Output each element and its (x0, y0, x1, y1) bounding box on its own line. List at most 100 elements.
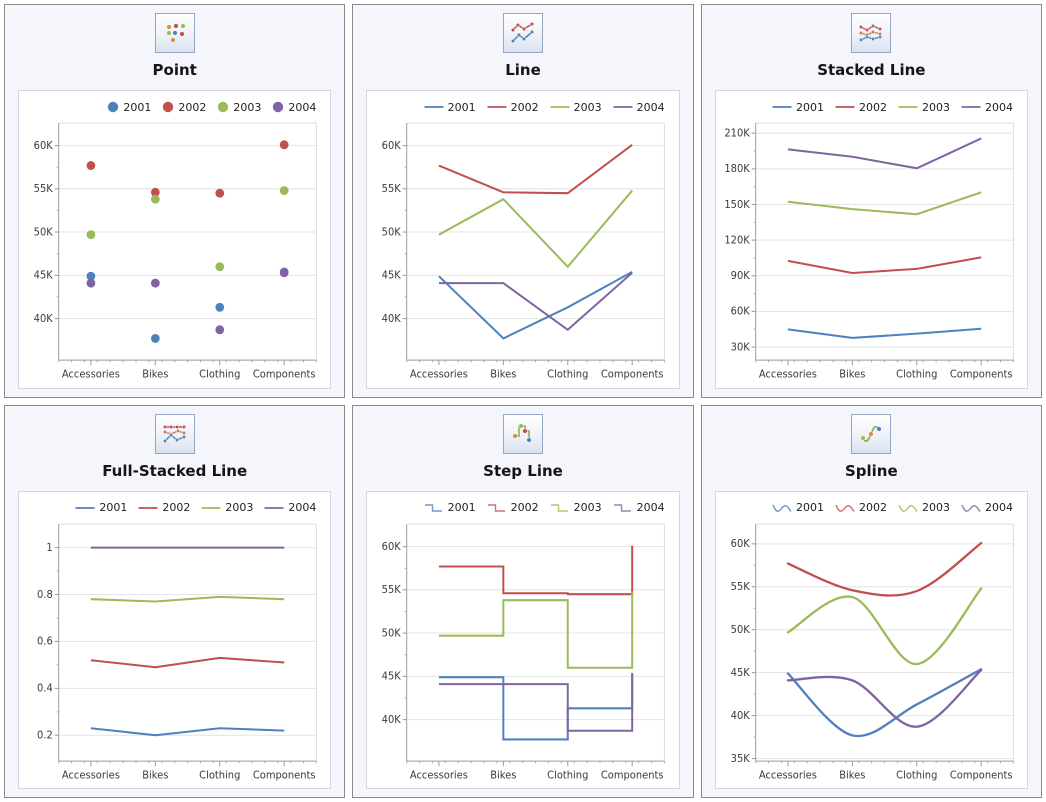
svg-text:Bikes: Bikes (839, 369, 865, 380)
legend-item[interactable]: 2004 (613, 501, 665, 514)
svg-text:60K: 60K (34, 141, 54, 152)
svg-text:Clothing: Clothing (896, 770, 937, 781)
svg-text:Components: Components (601, 770, 664, 781)
svg-text:120K: 120K (724, 235, 750, 246)
line-chart-icon[interactable] (502, 13, 543, 53)
legend-item[interactable]: 2004 (961, 501, 1013, 514)
legend-item[interactable]: 2003 (217, 101, 261, 114)
svg-text:Clothing: Clothing (547, 369, 588, 380)
legend-label: 2003 (922, 501, 950, 514)
chart-legend: 2001 2002 2003 2004 (722, 499, 1021, 517)
svg-text:Clothing: Clothing (199, 369, 240, 380)
legend-line-marker-icon (138, 506, 158, 509)
chart-plot: 0.2 0.4 0.6 0.8 1 Accessories Bikes Clothing Com… (37, 523, 317, 781)
point-chart-icon[interactable] (154, 13, 195, 53)
legend-label: 2001 (123, 100, 152, 114)
svg-text:Clothing: Clothing (896, 369, 937, 380)
svg-text:35K: 35K (730, 753, 750, 764)
legend-line-marker-icon (613, 106, 633, 108)
svg-text:60K: 60K (382, 541, 402, 552)
legend-item[interactable]: 2001 (424, 501, 476, 514)
legend-item[interactable]: 2001 (772, 501, 824, 514)
chart-card: 2001 2002 2003 2004 35K 40K 45K 50K 55K 60K Acces… (714, 490, 1028, 789)
legend-circle-marker-icon (108, 101, 119, 113)
legend-label: 2003 (225, 501, 254, 514)
chart-plot: 30K 60K 90K 120K 150K 180K 210K Accessories Bike… (724, 122, 1014, 380)
legend-label: 2002 (859, 100, 887, 114)
legend-item[interactable]: 2001 (75, 501, 127, 514)
chart-panel[interactable]: Point 2001 2002 2003 2004 40K 45K 50K 55K 60K Ac… (4, 4, 346, 398)
legend-item[interactable]: 2001 (107, 101, 151, 114)
legend-spline-marker-icon (772, 504, 792, 512)
chart-panel[interactable]: Stacked Line 2001 2002 2003 2004 30K 60K 90K 1… (700, 4, 1042, 398)
legend-item[interactable]: 2003 (898, 101, 950, 114)
legend-item[interactable]: 2004 (272, 101, 316, 114)
legend-item[interactable]: 2002 (138, 501, 190, 514)
legend-item[interactable]: 2004 (961, 101, 1013, 114)
chart-panel[interactable]: Line 2001 2002 2003 2004 40K 45K 50K 55K 60K Acc… (352, 4, 694, 398)
svg-text:90K: 90K (730, 271, 750, 282)
legend-label: 2003 (233, 100, 262, 114)
legend-item[interactable]: 2002 (487, 501, 539, 514)
legend-line-marker-icon (772, 106, 792, 108)
chart-card: 2001 2002 2003 2004 40K 45K 50K 55K 60K Accessor… (366, 490, 680, 789)
legend-item[interactable]: 2003 (201, 501, 253, 514)
legend-item[interactable]: 2003 (898, 501, 950, 514)
svg-text:150K: 150K (724, 200, 750, 211)
legend-label: 2004 (288, 501, 317, 514)
svg-text:Accessories: Accessories (759, 369, 817, 380)
chart-card: 2001 2002 2003 2004 40K 45K 50K 55K 60K Accessor… (18, 90, 332, 389)
legend-line-marker-icon (550, 106, 570, 108)
stacked-line-chart-icon[interactable] (851, 13, 892, 53)
svg-text:50K: 50K (382, 227, 402, 238)
svg-text:55K: 55K (730, 582, 750, 593)
legend-item[interactable]: 2002 (487, 101, 539, 114)
svg-text:Components: Components (253, 369, 316, 380)
chart-plot: 40K 45K 50K 55K 60K Accessories Bikes Clothing C… (382, 122, 666, 380)
chart-legend: 2001 2002 2003 2004 (722, 98, 1021, 116)
svg-text:40K: 40K (34, 314, 54, 325)
legend-line-marker-icon (961, 106, 981, 108)
legend-label: 2001 (796, 501, 824, 514)
chart-plot: 35K 40K 45K 50K 55K 60K Accessories Bikes Clothi… (730, 523, 1014, 781)
svg-text:Bikes: Bikes (839, 770, 865, 781)
svg-text:45K: 45K (730, 667, 750, 678)
chart-plot: 40K 45K 50K 55K 60K Accessories Bikes Clothing C… (34, 122, 317, 380)
legend-item[interactable]: 2002 (835, 101, 887, 114)
svg-text:40K: 40K (382, 714, 402, 725)
svg-text:0.8: 0.8 (37, 589, 53, 600)
legend-item[interactable]: 2003 (550, 101, 602, 114)
svg-text:Accessories: Accessories (62, 770, 120, 781)
svg-text:Bikes: Bikes (491, 770, 517, 781)
svg-text:0.4: 0.4 (37, 683, 53, 694)
svg-text:50K: 50K (730, 624, 750, 635)
step-line-chart-icon[interactable] (502, 413, 543, 454)
svg-text:45K: 45K (34, 271, 54, 282)
legend-item[interactable]: 2001 (424, 101, 476, 114)
svg-text:Clothing: Clothing (199, 770, 240, 781)
legend-item[interactable]: 2002 (162, 101, 206, 114)
legend-label: 2001 (447, 100, 476, 114)
chart-panel[interactable]: Spline 2001 2002 2003 2004 35K 40K 45K 50K 55K 6… (700, 404, 1042, 798)
legend-item[interactable]: 2001 (772, 101, 824, 114)
legend-line-marker-icon (75, 506, 95, 509)
svg-text:50K: 50K (34, 227, 54, 238)
full-stacked-line-chart-icon[interactable] (154, 413, 195, 454)
svg-text:180K: 180K (724, 164, 750, 175)
spline-chart-icon[interactable] (851, 413, 892, 454)
chart-title: Spline (844, 461, 898, 480)
chart-panel[interactable]: Full-Stacked Line 2001 2002 2003 2004 0.2 0.… (4, 404, 346, 798)
svg-text:Bikes: Bikes (142, 770, 168, 781)
legend-item[interactable]: 2002 (835, 501, 887, 514)
svg-text:Bikes: Bikes (491, 369, 517, 380)
legend-item[interactable]: 2003 (550, 501, 602, 514)
legend-label: 2004 (636, 100, 665, 114)
legend-item[interactable]: 2004 (264, 501, 316, 514)
chart-panel[interactable]: Step Line 2001 2002 2003 2004 40K 45K 50K 55K 6… (352, 404, 694, 798)
svg-text:60K: 60K (382, 141, 402, 152)
legend-item[interactable]: 2004 (613, 101, 665, 114)
legend-spline-marker-icon (961, 504, 981, 512)
legend-label: 2004 (985, 501, 1013, 514)
legend-circle-marker-icon (218, 101, 229, 113)
legend-label: 2003 (573, 100, 602, 114)
